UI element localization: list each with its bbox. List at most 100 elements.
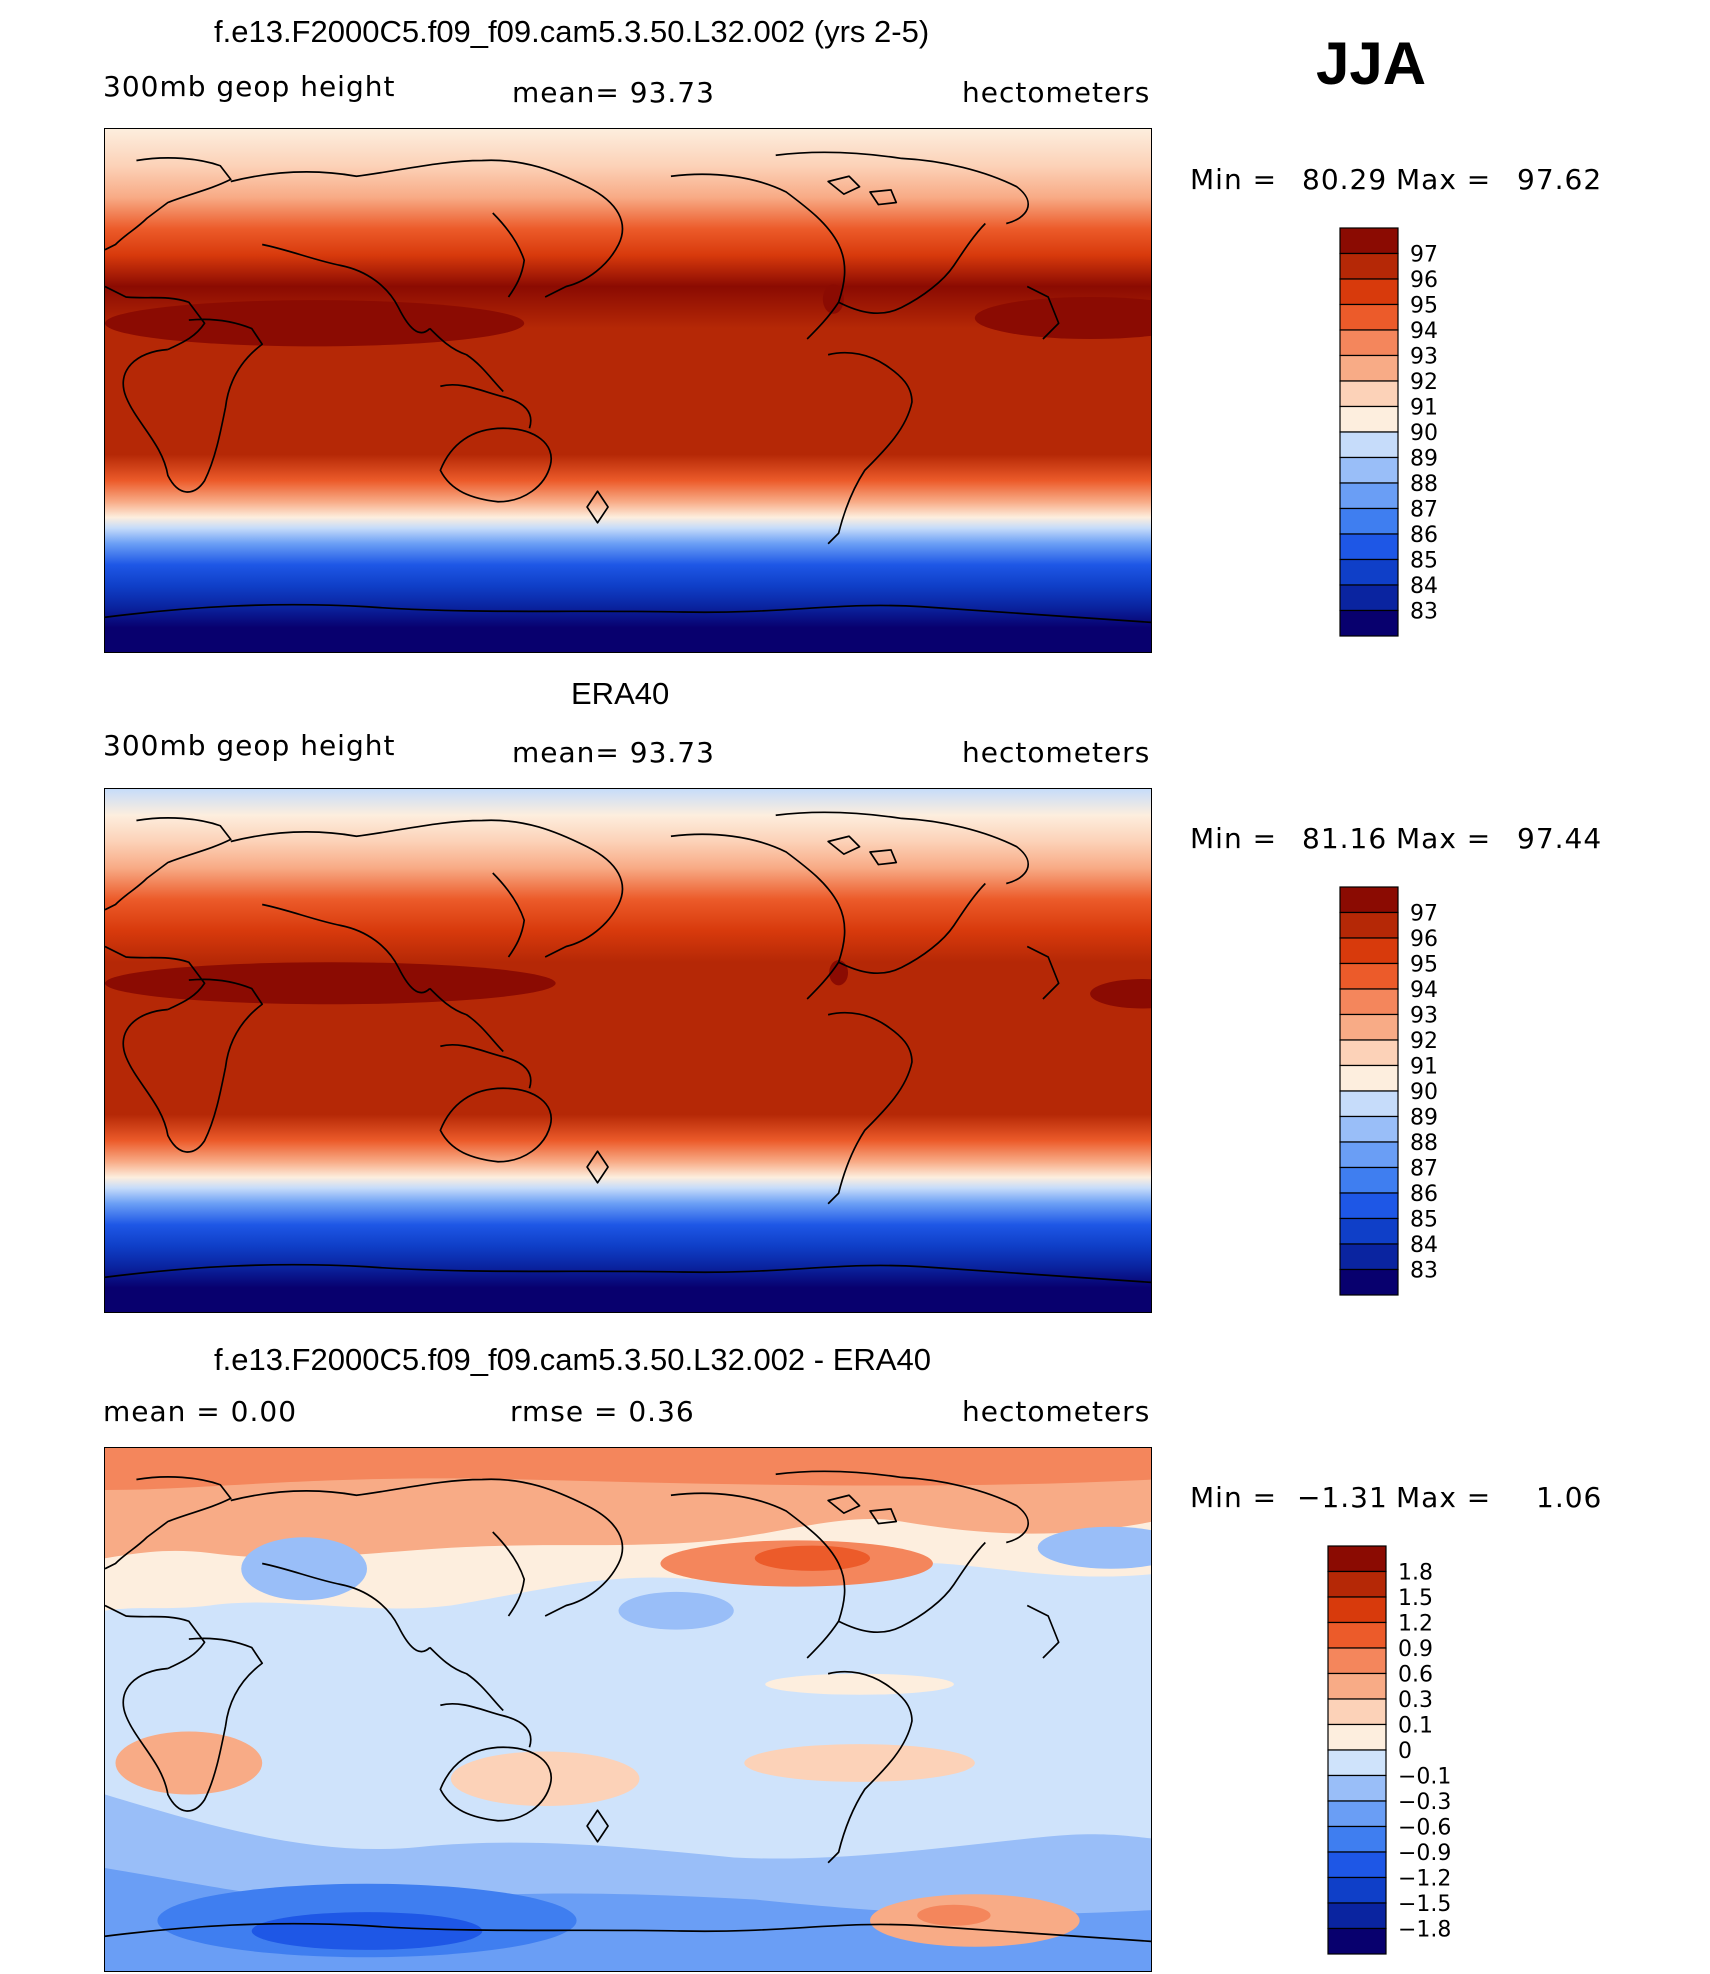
legend-swatch xyxy=(1339,988,1399,1016)
legend-swatch xyxy=(1339,1243,1399,1271)
legend-tick-label: 97 xyxy=(1410,243,1438,268)
panel3-mideast-low xyxy=(241,1537,367,1601)
legend-swatch xyxy=(1327,1800,1387,1828)
legend-tick-label: 87 xyxy=(1410,1157,1438,1182)
legend-swatch xyxy=(1327,1570,1387,1598)
panel2-warm-core-atlantic xyxy=(1090,979,1151,1009)
legend-tick-label: 89 xyxy=(1410,1106,1438,1131)
legend-swatch xyxy=(1339,1090,1399,1118)
legend-tick-label: 0.6 xyxy=(1398,1663,1433,1688)
panel2-variable-label: 300mb geop height xyxy=(103,729,396,762)
legend-tick-label: 90 xyxy=(1410,1080,1438,1105)
legend-tick-label: 84 xyxy=(1410,1233,1438,1258)
panel2-legend: 97 96 95 94 93 92 91 90 89 88 87 86 85 84 83 xyxy=(1339,886,1480,1299)
panel1-map xyxy=(104,128,1152,653)
panel3-map xyxy=(104,1447,1152,1972)
panel1-map-svg xyxy=(105,129,1151,652)
legend-swatch xyxy=(1327,1723,1387,1751)
panel2-warm-core-mexico xyxy=(829,960,849,986)
legend-swatch xyxy=(1339,1064,1399,1092)
panel3-legend: 1.8 1.5 1.2 0.9 0.6 0.3 0.1 0 −0.1 −0.3 −0.6 −0.9 −1… xyxy=(1327,1545,1468,1958)
legend-tick-label: 97 xyxy=(1410,902,1438,927)
panel1-legend: 97 96 95 94 93 92 91 90 89 88 87 86 85 84 83 xyxy=(1339,227,1480,640)
panel1-units-label: hectometers xyxy=(962,76,1151,109)
legend-swatch xyxy=(1339,937,1399,965)
legend-swatch xyxy=(1339,354,1399,382)
legend-swatch xyxy=(1339,1039,1399,1067)
panel3-min-label: Min = xyxy=(1190,1481,1278,1514)
legend-swatch xyxy=(1339,431,1399,459)
panel1-warm-core-asia xyxy=(105,300,525,347)
legend-swatch xyxy=(1327,1672,1387,1700)
legend-swatch xyxy=(1339,1166,1399,1194)
panel1-warm-core-atlantic xyxy=(974,297,1151,339)
season-label: JJA xyxy=(1316,30,1427,97)
panel1-variable-label: 300mb geop height xyxy=(103,70,396,103)
legend-tick-label: 96 xyxy=(1410,927,1438,952)
panel1-max-label: Max = xyxy=(1396,163,1492,196)
legend-tick-label: 85 xyxy=(1410,549,1438,574)
legend-swatch xyxy=(1339,278,1399,306)
legend-swatch xyxy=(1327,1876,1387,1904)
legend-tick-label: −0.6 xyxy=(1398,1816,1451,1841)
panel1-field xyxy=(105,129,1151,652)
panel2-max-label: Max = xyxy=(1396,822,1492,855)
legend-swatch xyxy=(1327,1902,1387,1930)
legend-tick-label: 96 xyxy=(1410,268,1438,293)
legend-tick-label: 94 xyxy=(1410,319,1438,344)
legend-tick-label: 94 xyxy=(1410,978,1438,1003)
panel2-warm-core-asia xyxy=(105,962,556,1005)
legend-tick-label: 93 xyxy=(1410,345,1438,370)
legend-tick-label: 88 xyxy=(1410,1131,1438,1156)
legend-tick-label: 92 xyxy=(1410,1029,1438,1054)
panel3-map-svg xyxy=(105,1448,1151,1971)
legend-tick-label: 0.9 xyxy=(1398,1637,1433,1662)
panel1-mean-label: mean= 93.73 xyxy=(512,76,715,109)
legend-swatch xyxy=(1339,405,1399,433)
legend-tick-label: 89 xyxy=(1410,447,1438,472)
legend-tick-label: 0.1 xyxy=(1398,1714,1433,1739)
legend-tick-label: 95 xyxy=(1410,953,1438,978)
legend-tick-label: 88 xyxy=(1410,472,1438,497)
legend-tick-label: 86 xyxy=(1410,523,1438,548)
panel1-title: f.e13.F2000C5.f09_f09.cam5.3.50.L32.002 … xyxy=(214,14,930,49)
legend-swatch xyxy=(1339,329,1399,357)
panel1-min-value: 80.29 xyxy=(1302,163,1388,196)
legend-swatch xyxy=(1327,1621,1387,1649)
legend-swatch xyxy=(1339,1013,1399,1041)
legend-swatch xyxy=(1339,1268,1399,1296)
panel3-pacific-max-core xyxy=(754,1545,871,1571)
legend-tick-label: 91 xyxy=(1410,396,1438,421)
legend-tick-label: 95 xyxy=(1410,294,1438,319)
panel2-min-value: 81.16 xyxy=(1302,822,1388,855)
panel1-warm-core-mexico xyxy=(822,284,844,314)
panel3-mean-label: mean = 0.00 xyxy=(103,1395,298,1428)
panel1-max-value: 97.62 xyxy=(1517,163,1603,196)
legend-tick-label: 93 xyxy=(1410,1004,1438,1029)
panel3-antarctic-low-core xyxy=(251,1912,483,1950)
legend-tick-label: 90 xyxy=(1410,421,1438,446)
legend-swatch xyxy=(1339,533,1399,561)
panel3-units-label: hectometers xyxy=(962,1395,1151,1428)
legend-swatch xyxy=(1327,1545,1387,1573)
panel3-pacific-pos xyxy=(765,1673,954,1695)
legend-tick-label: −0.3 xyxy=(1398,1790,1451,1815)
legend-colorbar: 1.81.51.20.90.60.30.10−0.1−0.3−0.6−0.9−1… xyxy=(1327,1545,1451,1955)
panel3-asia-low xyxy=(618,1591,734,1630)
panel3-africa-pos xyxy=(115,1731,263,1795)
panel2-units-label: hectometers xyxy=(962,736,1151,769)
legend-swatch xyxy=(1339,911,1399,939)
legend-tick-label: 83 xyxy=(1410,1259,1438,1284)
panel3-sa-south-pos-core xyxy=(917,1904,991,1926)
legend-swatch xyxy=(1327,1647,1387,1675)
legend-tick-label: −1.8 xyxy=(1398,1918,1451,1943)
panel3-atlantic-low xyxy=(1037,1526,1151,1569)
panel2-max-value: 97.44 xyxy=(1517,822,1603,855)
legend-swatch xyxy=(1339,1192,1399,1220)
legend-tick-label: 86 xyxy=(1410,1182,1438,1207)
panel3-title: f.e13.F2000C5.f09_f09.cam5.3.50.L32.002 … xyxy=(214,1342,931,1377)
legend-tick-label: −0.9 xyxy=(1398,1841,1451,1866)
panel3-samerica-pos xyxy=(744,1744,975,1782)
panel2-title: ERA40 xyxy=(571,676,670,711)
